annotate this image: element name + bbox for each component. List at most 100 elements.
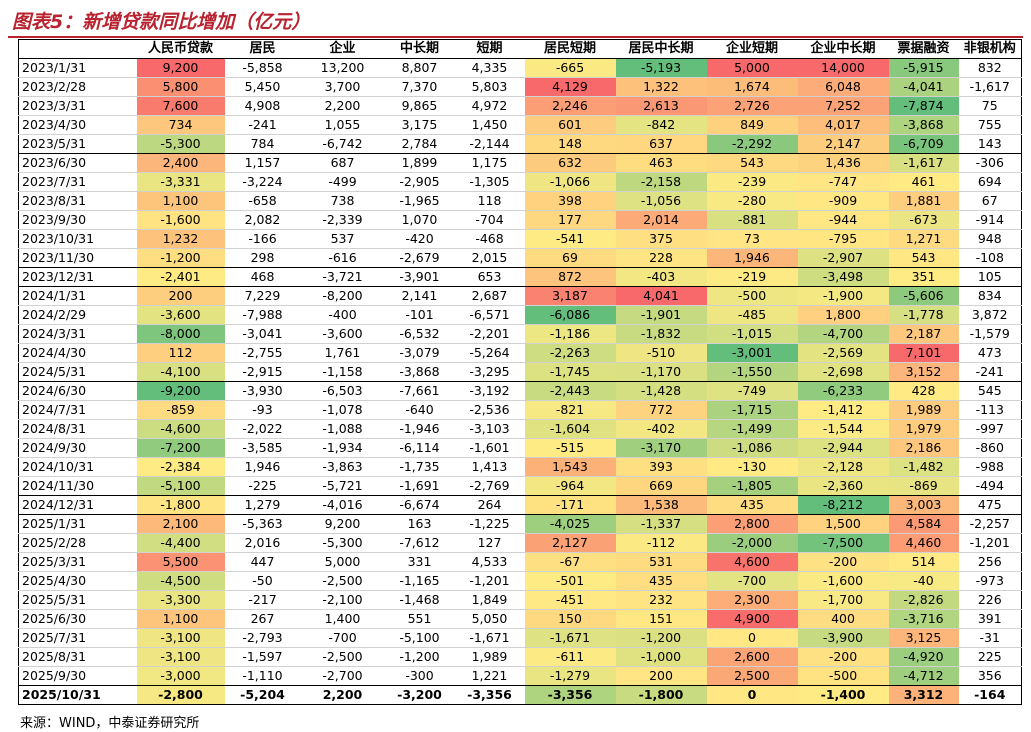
value-cell: -4,400 bbox=[136, 533, 225, 553]
value-cell: 9,200 bbox=[300, 514, 385, 534]
value-cell: 225 bbox=[958, 647, 1022, 667]
value-cell: 2,246 bbox=[524, 96, 616, 116]
value-cell: 1,946 bbox=[706, 248, 798, 268]
value-cell: 2,200 bbox=[300, 685, 385, 705]
table-row: 2025/1/31 2,100 -5,363 9,200 163 -1,225 -4,025… bbox=[18, 514, 1022, 534]
value-cell: -2,769 bbox=[454, 476, 525, 496]
value-cell: 1,899 bbox=[384, 153, 455, 173]
value-cell: -860 bbox=[958, 438, 1022, 458]
value-cell: -1,671 bbox=[454, 628, 525, 648]
value-cell: -510 bbox=[615, 343, 707, 363]
table-row: 2023/1/31 9,200 -5,858 13,200 8,807 4,335 -665… bbox=[18, 58, 1022, 78]
value-cell: -219 bbox=[706, 267, 798, 287]
value-cell: -3,356 bbox=[524, 685, 616, 705]
value-cell: -8,200 bbox=[300, 286, 385, 306]
table-row: 2024/10/31 -2,384 1,946 -3,863 -1,735 1,413 1,… bbox=[18, 457, 1022, 477]
value-cell: -914 bbox=[958, 210, 1022, 230]
value-cell: -6,086 bbox=[524, 305, 616, 325]
value-cell: -1,170 bbox=[615, 362, 707, 382]
value-cell: -658 bbox=[224, 191, 301, 211]
value-cell: -2,384 bbox=[136, 457, 225, 477]
value-cell: -164 bbox=[958, 685, 1022, 705]
table-row: 2025/3/31 5,500 447 5,000 331 4,533 -67 531 4,60… bbox=[18, 552, 1022, 572]
value-cell: -3,868 bbox=[384, 362, 455, 382]
value-cell: -171 bbox=[524, 495, 616, 515]
value-cell: 4,900 bbox=[706, 609, 798, 629]
value-cell: -1,158 bbox=[300, 362, 385, 382]
value-cell: -1,078 bbox=[300, 400, 385, 420]
value-cell: -3,600 bbox=[300, 324, 385, 344]
value-cell: -881 bbox=[706, 210, 798, 230]
value-cell: -7,988 bbox=[224, 305, 301, 325]
value-cell: 256 bbox=[958, 552, 1022, 572]
value-cell: -6,114 bbox=[384, 438, 455, 458]
value-cell: -3,930 bbox=[224, 381, 301, 401]
value-cell: 2,500 bbox=[706, 666, 798, 686]
value-cell: -1,400 bbox=[797, 685, 889, 705]
table-container: 人民币贷款 居民 企业 中长期 短期 居民短期 居民中长期 企业短期 企业中长期 票据融资 非银机构… bbox=[18, 39, 1022, 705]
value-cell: -1,901 bbox=[615, 305, 707, 325]
value-cell: 3,872 bbox=[958, 305, 1022, 325]
value-cell: -1,279 bbox=[524, 666, 616, 686]
value-cell: 1,232 bbox=[136, 229, 225, 249]
value-cell: -5,300 bbox=[136, 134, 225, 154]
table-row: 2025/5/31 -3,300 -217 -2,100 -1,468 1,849 -451… bbox=[18, 590, 1022, 610]
value-cell: 637 bbox=[615, 134, 707, 154]
value-cell: -673 bbox=[888, 210, 959, 230]
value-cell: -2,100 bbox=[300, 590, 385, 610]
value-cell: -1,000 bbox=[615, 647, 707, 667]
value-cell: -3,585 bbox=[224, 438, 301, 458]
date-cell: 2025/6/30 bbox=[18, 609, 137, 629]
value-cell: -842 bbox=[615, 115, 707, 135]
value-cell: -1,015 bbox=[706, 324, 798, 344]
value-cell: -1,617 bbox=[888, 153, 959, 173]
value-cell: -400 bbox=[300, 305, 385, 325]
date-cell: 2024/6/30 bbox=[18, 381, 137, 401]
value-cell: -3,192 bbox=[454, 381, 525, 401]
value-cell: -3,863 bbox=[300, 457, 385, 477]
value-cell: 2,147 bbox=[797, 134, 889, 154]
table-row: 2023/7/31 -3,331 -3,224 -499 -2,905 -1,305 -1,… bbox=[18, 172, 1022, 192]
date-cell: 2025/2/28 bbox=[18, 533, 137, 553]
table-row: 2024/7/31 -859 -93 -1,078 -640 -2,536 -821 772-… bbox=[18, 400, 1022, 420]
value-cell: 226 bbox=[958, 590, 1022, 610]
value-cell: -2,698 bbox=[797, 362, 889, 382]
value-cell: -2,907 bbox=[797, 248, 889, 268]
value-cell: -6,532 bbox=[384, 324, 455, 344]
value-cell: 1,175 bbox=[454, 153, 525, 173]
value-cell: 13,200 bbox=[300, 58, 385, 78]
table-row: 2023/5/31 -5,300 784 -6,742 2,784 -2,144 148 63… bbox=[18, 134, 1022, 154]
column-header: 短期 bbox=[454, 39, 525, 59]
value-cell: 1,500 bbox=[797, 514, 889, 534]
value-cell: -2,128 bbox=[797, 457, 889, 477]
value-cell: -6,709 bbox=[888, 134, 959, 154]
value-cell: 543 bbox=[706, 153, 798, 173]
date-cell: 2023/12/31 bbox=[18, 267, 137, 287]
value-cell: -3,000 bbox=[136, 666, 225, 686]
value-cell: -1,186 bbox=[524, 324, 616, 344]
value-cell: -500 bbox=[706, 286, 798, 306]
column-header: 票据融资 bbox=[888, 39, 959, 59]
value-cell: 2,687 bbox=[454, 286, 525, 306]
value-cell: -1,805 bbox=[706, 476, 798, 496]
value-cell: 2,400 bbox=[136, 153, 225, 173]
value-cell: -1,337 bbox=[615, 514, 707, 534]
table-row: 2023/11/30 -1,200 298 -616 -2,679 2,015 69 228 1… bbox=[18, 248, 1022, 268]
value-cell: -166 bbox=[224, 229, 301, 249]
value-cell: 1,400 bbox=[300, 609, 385, 629]
value-cell: -1,499 bbox=[706, 419, 798, 439]
value-cell: -494 bbox=[958, 476, 1022, 496]
value-cell: -1,056 bbox=[615, 191, 707, 211]
table-row: 2023/12/31 -2,401 468 -3,721 -3,901 653 872 -40… bbox=[18, 267, 1022, 287]
value-cell: 537 bbox=[300, 229, 385, 249]
value-cell: 73 bbox=[706, 229, 798, 249]
value-cell: -501 bbox=[524, 571, 616, 591]
value-cell: -485 bbox=[706, 305, 798, 325]
value-cell: 4,335 bbox=[454, 58, 525, 78]
value-cell: -5,100 bbox=[136, 476, 225, 496]
value-cell: -1,832 bbox=[615, 324, 707, 344]
title-rule bbox=[8, 36, 1023, 38]
value-cell: 228 bbox=[615, 248, 707, 268]
date-cell: 2023/8/31 bbox=[18, 191, 137, 211]
value-cell: -1,579 bbox=[958, 324, 1022, 344]
